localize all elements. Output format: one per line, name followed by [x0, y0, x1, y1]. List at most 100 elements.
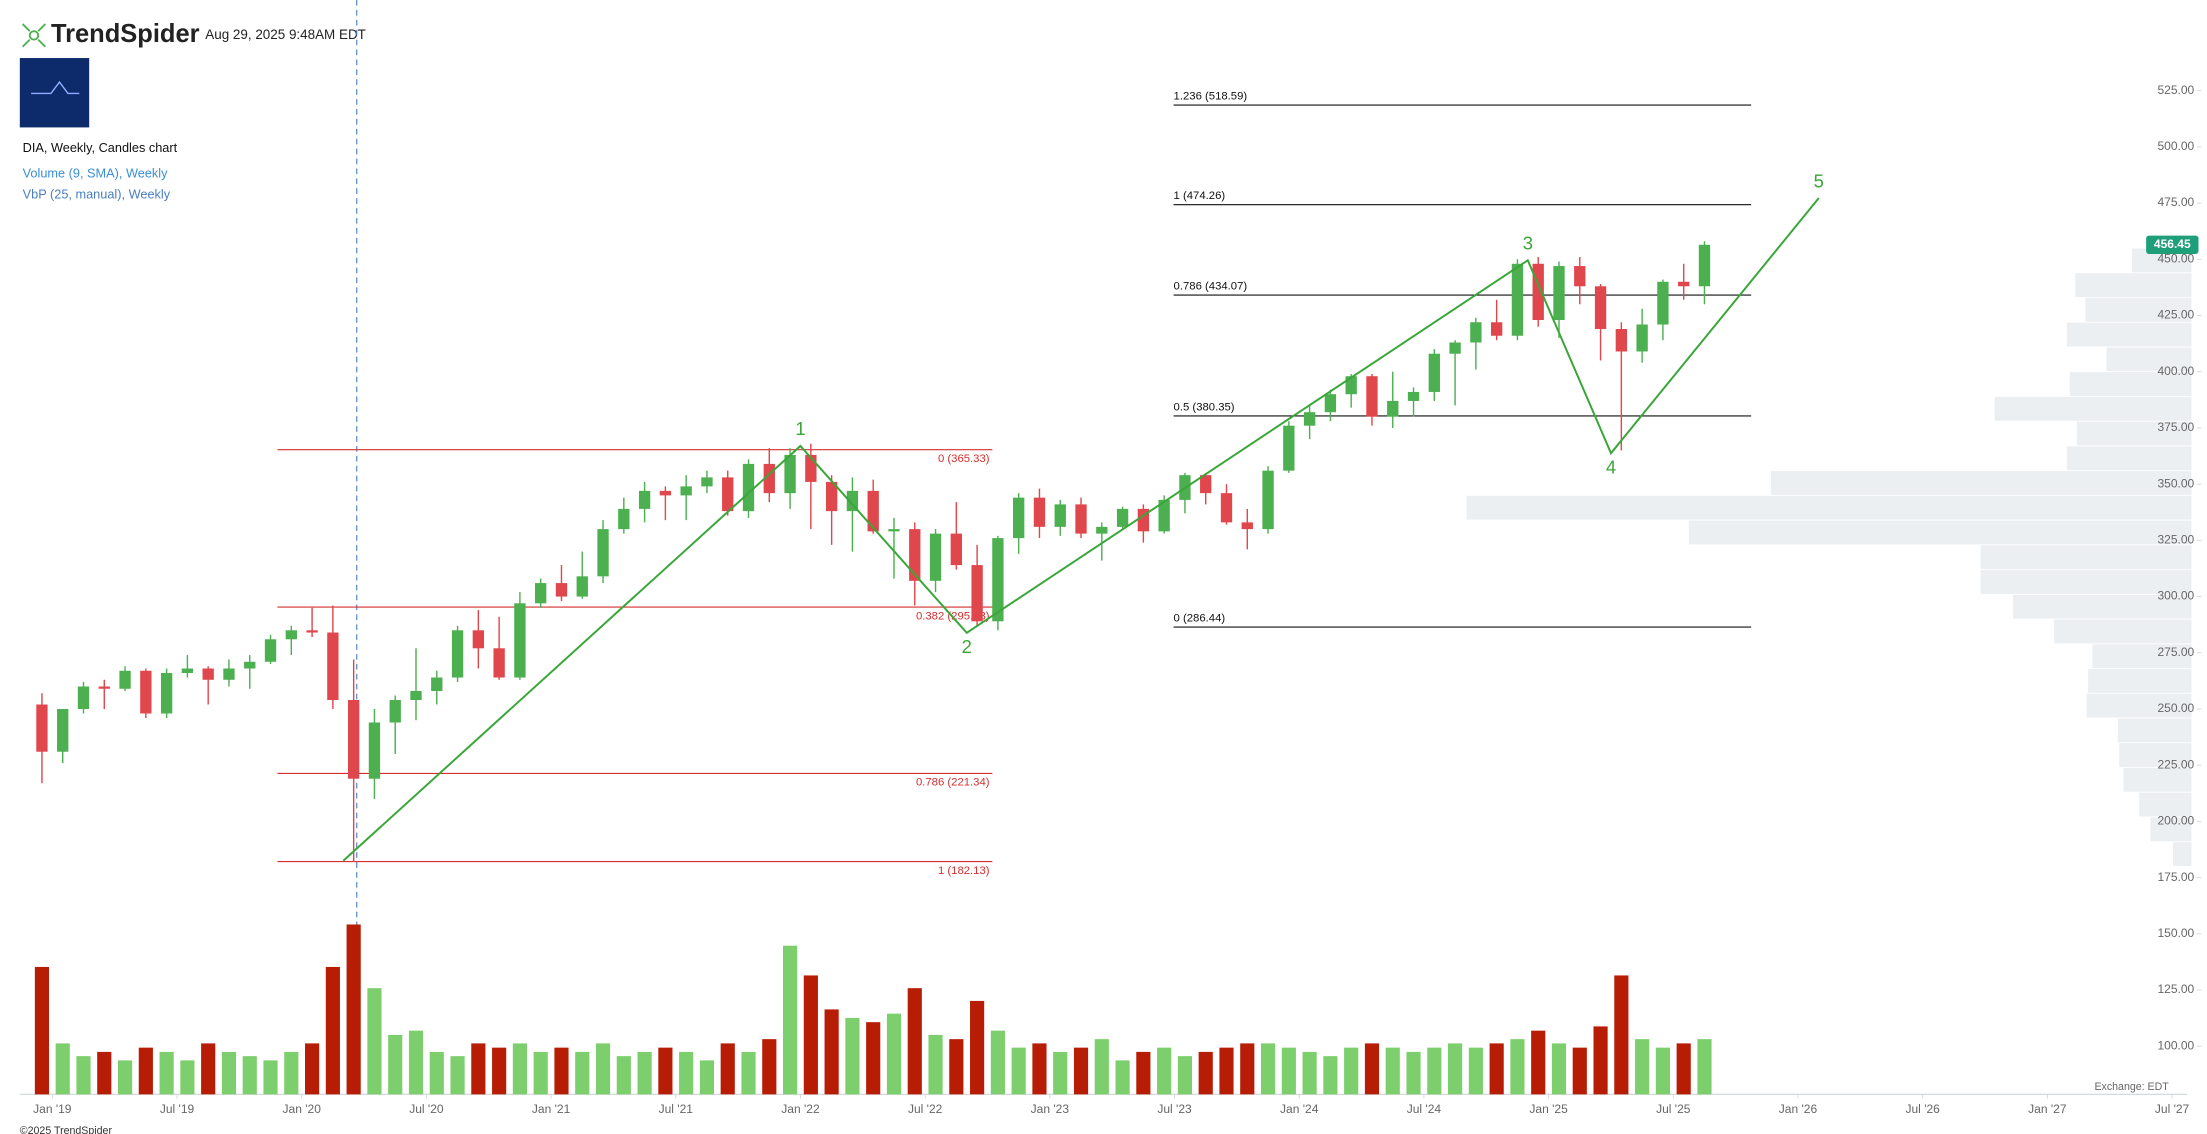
fib-label: 1.236 (518.59): [1174, 91, 1248, 103]
volume-profile-bar: [2076, 421, 2192, 446]
volume-bar: [949, 1039, 964, 1095]
x-tick-label: Jan '26: [1779, 1102, 1818, 1116]
timestamp: Aug 29, 2025 9:48AM EDT: [205, 27, 366, 42]
candle-body: [1636, 324, 1648, 352]
x-tick-label: Jul '19: [160, 1102, 195, 1116]
candle-body: [389, 700, 401, 723]
volume-bar: [429, 1051, 444, 1095]
volume-bar: [970, 1000, 985, 1095]
x-tick-label: Jan '27: [2028, 1102, 2067, 1116]
volume-bar: [762, 1039, 777, 1095]
volume-bar: [1427, 1047, 1442, 1095]
volume-profile-bar: [2085, 297, 2192, 322]
fib-label: 1 (474.26): [1174, 190, 1226, 202]
candle-body: [805, 454, 817, 482]
volume-bar: [117, 1060, 133, 1095]
volume-bar: [284, 1051, 299, 1095]
candle-body: [57, 708, 69, 752]
candle-body: [264, 639, 277, 662]
legend-vbp[interactable]: VbP (25, manual), Weekly: [23, 187, 171, 202]
volume-bar: [637, 1051, 652, 1095]
candle-body: [1428, 353, 1440, 392]
volume-profile-bar: [1466, 495, 2192, 520]
copyright: ©2025 TrendSpider: [20, 1125, 113, 1134]
volume-bar: [97, 1051, 112, 1095]
candle-body: [202, 668, 214, 680]
candle-body: [1511, 263, 1524, 336]
candle-body: [825, 481, 838, 512]
candle-body: [368, 722, 381, 779]
candle-body: [1137, 508, 1150, 532]
candle-body: [555, 583, 568, 597]
candle-body: [514, 603, 526, 678]
volume-profile-bar: [1994, 396, 2192, 421]
x-tick-label: Jul '20: [409, 1102, 444, 1116]
volume-profile-bar: [2117, 718, 2192, 743]
fib-label: 0.786 (434.07): [1174, 281, 1248, 293]
candle-body: [909, 529, 921, 581]
volume-bar: [76, 1056, 91, 1095]
volume-bar: [907, 988, 922, 1095]
candle-body: [1449, 342, 1461, 354]
candle-body: [867, 490, 879, 532]
volume-profile-bar: [1688, 520, 2192, 545]
candle-body: [1387, 400, 1399, 417]
candle-body: [306, 630, 318, 633]
volume-profile-bar: [2086, 693, 2192, 718]
volume-bar: [616, 1056, 631, 1095]
candle-body: [1678, 281, 1690, 287]
x-tick-label: Jan '20: [283, 1102, 322, 1116]
candle-body: [244, 661, 256, 669]
x-tick-label: Jul '22: [908, 1102, 943, 1116]
volume-bar: [1323, 1056, 1338, 1095]
volume-profile-bar: [2131, 248, 2192, 273]
volume-bar: [346, 924, 361, 1095]
candle-body: [285, 630, 297, 640]
legend-volume[interactable]: Volume (9, SMA), Weekly: [23, 165, 168, 180]
candle-body: [1283, 425, 1295, 471]
volume-profile-bar: [1770, 471, 2192, 495]
x-tick-label: Jul '27: [2155, 1102, 2190, 1116]
candle-body: [1698, 244, 1711, 287]
fib-label: 0 (286.44): [1174, 613, 1226, 625]
candle-body: [451, 630, 464, 678]
volume-profile-bar: [2150, 817, 2192, 842]
candle-body: [846, 490, 859, 512]
x-tick-label: Jan '22: [781, 1102, 820, 1116]
volume-bar: [34, 966, 50, 1095]
volume-profile-bar: [2013, 594, 2192, 619]
candle-body: [1220, 493, 1233, 523]
x-tick-label: Jul '23: [1157, 1102, 1192, 1116]
candle-body: [119, 670, 131, 689]
candle-body: [160, 673, 173, 714]
volume-bar: [803, 975, 818, 1095]
volume-bar: [845, 1017, 860, 1095]
candle-body: [181, 668, 194, 674]
x-tick-label: Jan '24: [1280, 1102, 1319, 1116]
candle-body: [1532, 263, 1544, 320]
candle-body: [1657, 281, 1669, 325]
logo-glyph: [31, 80, 80, 95]
volume-bar: [512, 1043, 527, 1095]
x-tick-label: Jul '24: [1407, 1102, 1442, 1116]
volume-profile-bar: [1980, 545, 2192, 570]
volume-bar: [325, 966, 340, 1095]
volume-bar: [1032, 1043, 1047, 1095]
volume-profile-bar: [2119, 743, 2192, 768]
candle-body: [140, 670, 152, 714]
x-tick-label: Jan '23: [1031, 1102, 1070, 1116]
volume-bar: [1655, 1047, 1670, 1095]
volume-bar: [1510, 1039, 1525, 1095]
volume-bar: [1260, 1043, 1276, 1095]
volume-profile-bar: [2066, 322, 2192, 347]
candle-body: [1366, 376, 1378, 417]
candle-body: [597, 529, 609, 577]
candle-body: [327, 632, 339, 701]
y-tick-label: 500.00: [2157, 139, 2194, 153]
volume-bar: [1053, 1051, 1068, 1095]
candle-body: [659, 490, 672, 496]
volume-profile-bar: [2106, 347, 2192, 372]
candle-body: [742, 463, 755, 512]
volume-bar: [1406, 1051, 1421, 1095]
